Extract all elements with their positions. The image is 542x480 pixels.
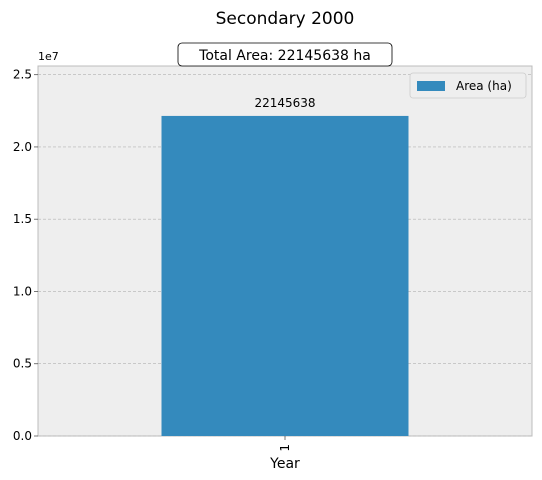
- chart-title: Secondary 2000: [216, 9, 355, 29]
- legend-label: Area (ha): [456, 79, 512, 93]
- y-tick-label: 2.0: [13, 140, 32, 154]
- y-tick-label: 2.5: [13, 68, 32, 82]
- y-tick-label: 1.5: [13, 212, 32, 226]
- x-axis-ticks: 1: [278, 436, 292, 452]
- bars: 22145638: [161, 96, 409, 436]
- legend-box: [409, 72, 527, 99]
- y-tick-label: 1.0: [13, 284, 32, 298]
- annotation-text: Total Area: 22145638 ha: [198, 48, 371, 64]
- x-axis-label: Year: [269, 456, 300, 472]
- y-tick-label: 0.5: [13, 357, 32, 371]
- y-tick-label: 0.0: [13, 429, 32, 443]
- y-axis-ticks: 0.0 0.5 1.0 1.5 2.0 2.5: [13, 68, 38, 443]
- annotation-box: [177, 42, 393, 67]
- total-area-annotation: Total Area: 22145638 ha: [177, 42, 393, 67]
- x-tick-label: 1: [278, 444, 292, 452]
- bar: [161, 115, 409, 436]
- y-offset-label: 1e7: [38, 50, 59, 63]
- legend-swatch: [417, 81, 445, 91]
- bar-data-label: 22145638: [254, 96, 315, 110]
- legend: Area (ha): [409, 72, 527, 99]
